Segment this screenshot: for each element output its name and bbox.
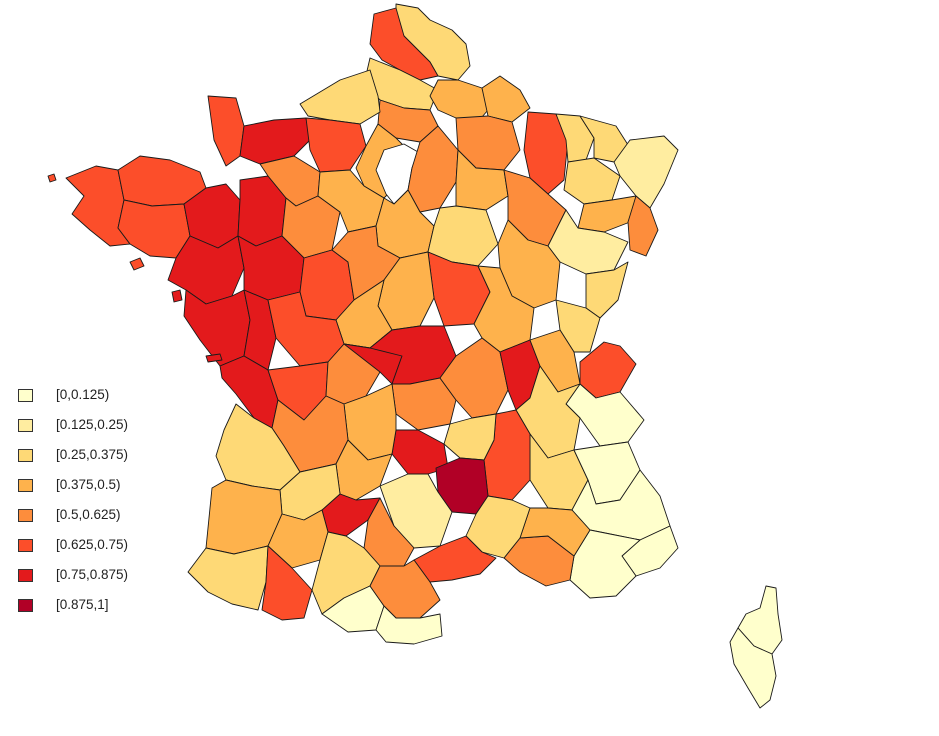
region-herault: [413, 535, 497, 583]
region-meurthe: [563, 157, 621, 205]
legend-swatch: [18, 509, 33, 522]
region-haute-loire: [443, 413, 497, 461]
region-loire-atlantique: [167, 235, 245, 305]
legend-label: [0.375,0.5): [56, 477, 121, 492]
region-vaucluse: [519, 507, 591, 557]
region-corse-du-sud: [729, 627, 777, 709]
legend-label: [0.25,0.375): [56, 447, 129, 462]
region-calvados: [239, 117, 311, 165]
region-hautes-pyrenees: [261, 545, 313, 621]
region-pyrenees-atlantiques: [187, 545, 269, 611]
legend-label: [0,0.125): [56, 387, 110, 402]
legend-label: [0.125,0.25): [56, 417, 129, 432]
region-manche: [207, 95, 245, 167]
region-eure: [305, 117, 367, 173]
legend-swatch: [18, 389, 33, 402]
island-re: [205, 353, 223, 363]
legend-label: [0.625,0.75): [56, 537, 129, 552]
region-aube: [455, 149, 509, 211]
legend-swatch: [18, 479, 33, 492]
region-haut-rhin: [627, 195, 659, 257]
island-belle-ile: [129, 257, 145, 271]
region-seine-maritime: [299, 69, 381, 125]
legend-swatch: [18, 449, 33, 462]
legend-swatch: [18, 419, 33, 432]
region-puy-de-dome: [391, 377, 457, 431]
legend-label: [0.875,1]: [56, 597, 109, 612]
island-noirmoutier: [171, 289, 183, 303]
legend-swatch: [18, 539, 33, 552]
region-gers: [267, 509, 329, 569]
region-pyrenees-orientales: [375, 605, 443, 645]
legend-label: [0.75,0.875): [56, 567, 129, 582]
region-morbihan: [117, 199, 191, 259]
legend-label: [0.5,0.625): [56, 507, 121, 522]
island-ouessant: [47, 173, 57, 183]
legend-swatch: [18, 599, 33, 612]
region-pas-de-calais: [369, 7, 439, 81]
region-ardennes: [481, 75, 531, 123]
region-cote-dor: [497, 219, 561, 309]
legend-swatch: [18, 569, 33, 582]
